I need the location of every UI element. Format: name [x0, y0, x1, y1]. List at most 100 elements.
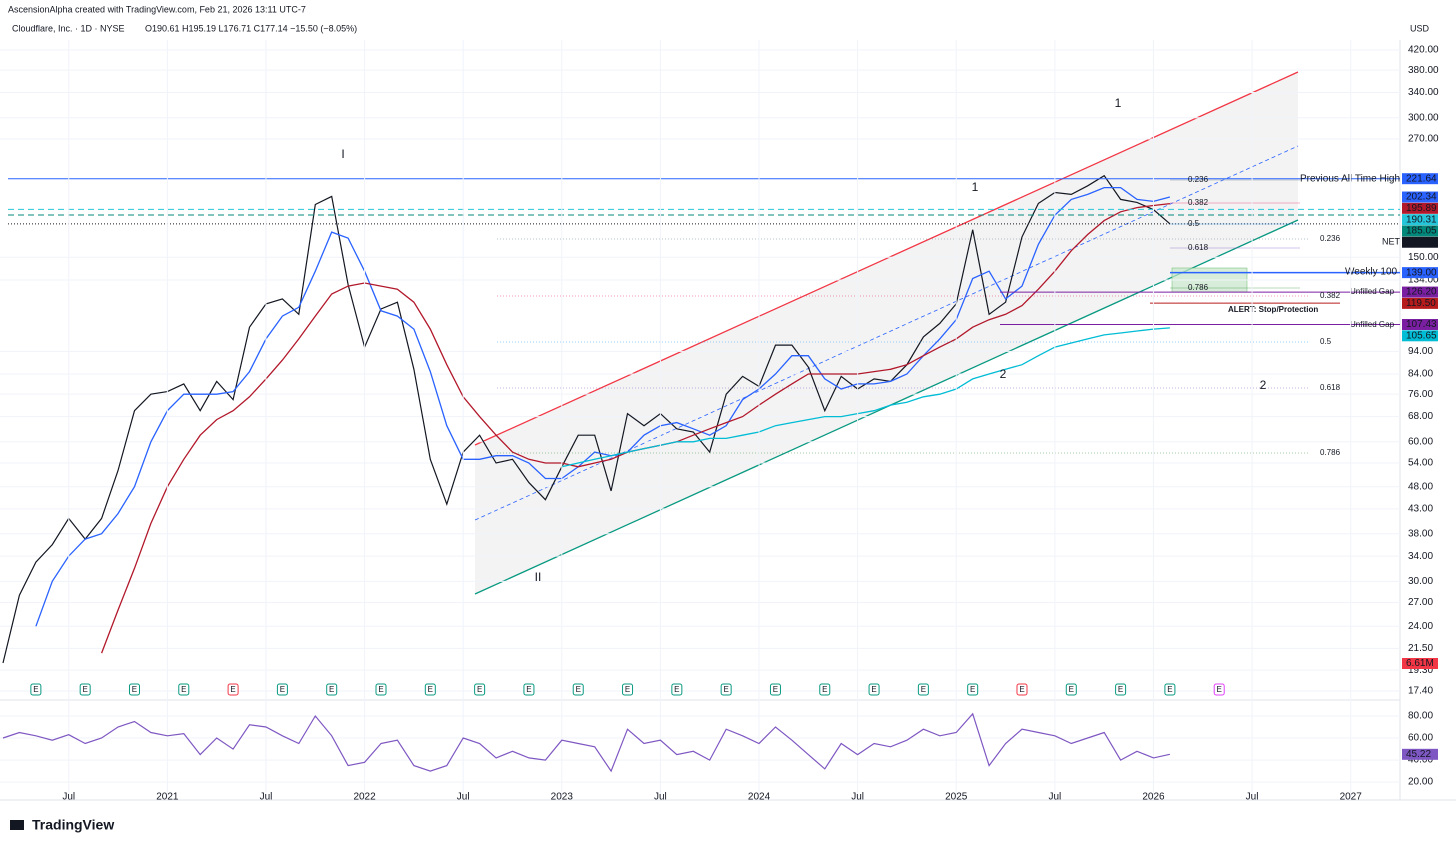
earnings-label: E — [1167, 685, 1172, 694]
earnings-label: E — [921, 685, 926, 694]
y-tick-label: 48.00 — [1408, 481, 1433, 492]
earnings-label: E — [822, 685, 827, 694]
price-tag-label: 107.43 — [1406, 319, 1437, 330]
price-tag — [1402, 267, 1438, 279]
earnings-label: E — [1069, 685, 1074, 694]
earnings-label: E — [625, 685, 630, 694]
price-tag — [1402, 297, 1438, 309]
earnings-marker — [819, 683, 831, 696]
channel-upper — [474, 71, 1299, 446]
price-tag-label: 221.64 — [1406, 173, 1437, 184]
fib-label: 0.382 — [1188, 198, 1209, 207]
earnings-marker — [326, 683, 338, 696]
y-tick-label: 20.00 — [1408, 777, 1433, 788]
earnings-marker — [671, 683, 683, 696]
price-tag — [1402, 286, 1438, 298]
price-tag-label: 126.20 — [1406, 287, 1437, 298]
fib-label: 0.786 — [1188, 283, 1209, 292]
earnings-label: E — [132, 685, 137, 694]
earnings-marker — [1065, 683, 1077, 696]
earnings-marker — [622, 683, 634, 696]
x-tick-label: 2021 — [156, 792, 179, 803]
x-tick-label: Jul — [1048, 792, 1061, 803]
price-tag-label: 185.05 — [1406, 226, 1437, 237]
price-tag-label: 190.31 — [1406, 214, 1437, 225]
price-tag-label: 119.50 — [1406, 298, 1436, 309]
x-tick-label: Jul — [260, 792, 273, 803]
price-tag — [1402, 225, 1438, 237]
brand: TradingView — [32, 817, 114, 833]
x-tick-label: 2025 — [945, 792, 968, 803]
y-tick-label: 134.00 — [1408, 275, 1439, 286]
x-tick-label: Jul — [1246, 792, 1259, 803]
wave-label: 1 — [972, 180, 979, 194]
x-tick-label: Jul — [654, 792, 667, 803]
level-label: ALERT: Stop/Protection — [1228, 305, 1318, 314]
brand-logo — [10, 820, 24, 830]
series-line — [561, 327, 1170, 468]
volume-tag — [1402, 658, 1438, 669]
earnings-label: E — [576, 685, 581, 694]
earnings-label: E — [1019, 685, 1024, 694]
earnings-marker — [30, 683, 42, 696]
y-tick-label: 76.00 — [1408, 389, 1433, 400]
x-tick-label: Jul — [851, 792, 864, 803]
price-tag — [1402, 748, 1438, 760]
earnings-label: E — [871, 685, 876, 694]
earnings-marker — [79, 683, 91, 696]
earnings-label: E — [526, 685, 531, 694]
fib-label: 0.618 — [1188, 243, 1209, 252]
x-tick-label: 2024 — [748, 792, 771, 803]
y-tick-label: 40.00 — [1408, 755, 1433, 766]
y-tick-label: 80.00 — [1408, 711, 1433, 722]
ohlc: O190.61 H195.19 L176.71 C177.14 −15.50 (… — [145, 23, 357, 33]
earnings-marker — [227, 683, 239, 696]
x-tick-label: 2022 — [353, 792, 376, 803]
earnings-marker — [868, 683, 880, 696]
price-tag-label: 195.89 — [1406, 203, 1437, 214]
attribution: AscensionAlpha created with TradingView.… — [8, 4, 306, 14]
earnings-label: E — [1118, 685, 1123, 694]
y-tick-label: 30.00 — [1408, 576, 1433, 587]
x-tick-label: Jul — [457, 792, 470, 803]
earnings-label: E — [329, 685, 334, 694]
y-tick-label: 68.00 — [1408, 411, 1433, 422]
level-label: Unfilled Gap — [1350, 287, 1395, 296]
earnings-label: E — [1217, 685, 1222, 694]
price-tag — [1402, 236, 1438, 248]
fib-label: 0.786 — [1320, 448, 1341, 457]
y-tick-label: 60.00 — [1408, 436, 1433, 447]
y-tick-label: 60.00 — [1408, 733, 1433, 744]
earnings-marker — [276, 683, 288, 696]
price-tag-label: 45.22 — [1406, 749, 1431, 760]
volume-tag-label: 6.61M — [1406, 658, 1434, 669]
wave-label: II — [535, 570, 542, 584]
price-tag — [1402, 202, 1438, 214]
y-tick-label: 54.00 — [1408, 458, 1433, 469]
fib-label: 0.618 — [1320, 383, 1341, 392]
series-line — [35, 186, 1171, 627]
earnings-marker — [128, 683, 140, 696]
price-tag — [1402, 330, 1438, 342]
earnings-label: E — [33, 685, 38, 694]
y-tick-label: 24.00 — [1408, 621, 1433, 632]
series-line — [2, 174, 1171, 664]
earnings-label: E — [674, 685, 679, 694]
level-label: Previous All Time High — [1300, 174, 1400, 185]
earnings-label: E — [181, 685, 186, 694]
level-label: Unfilled Gap — [1350, 320, 1395, 329]
level-label: Weekly 100 — [1345, 267, 1398, 278]
earnings-marker — [178, 683, 190, 696]
price-tag-label: 177.14 — [1406, 237, 1437, 248]
earnings-marker — [1115, 683, 1127, 696]
y-tick-label: 380.00 — [1408, 65, 1439, 76]
earnings-marker — [424, 683, 436, 696]
earnings-label: E — [477, 685, 482, 694]
earnings-marker — [1164, 683, 1176, 696]
price-tag-name: NET — [1382, 237, 1401, 247]
y-tick-label: 340.00 — [1408, 87, 1439, 98]
earnings-label: E — [723, 685, 728, 694]
earnings-label: E — [773, 685, 778, 694]
y-tick-label: 17.40 — [1408, 686, 1433, 697]
